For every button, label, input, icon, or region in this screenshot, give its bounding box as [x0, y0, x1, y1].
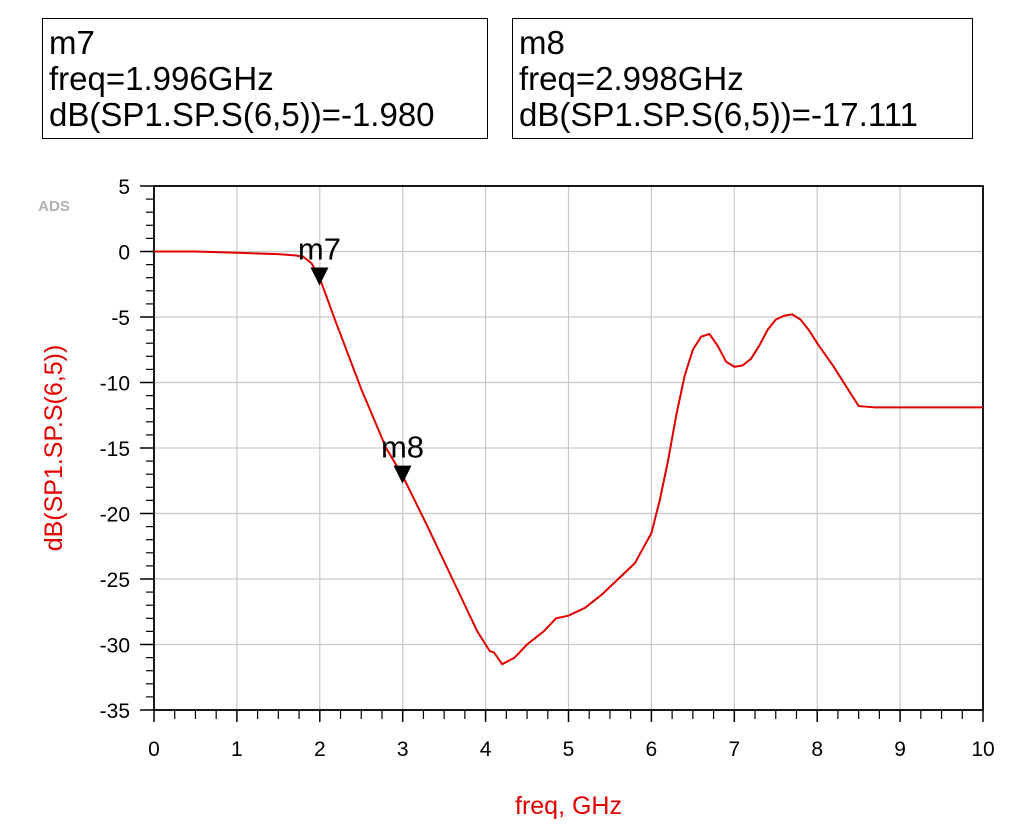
x-tick-label: 4 [480, 738, 492, 761]
marker-value: dB(SP1.SP.S(6,5))=-1.980 [49, 96, 435, 133]
marker-value: dB(SP1.SP.S(6,5))=-17.111 [519, 96, 918, 133]
marker-name: m8 [519, 24, 565, 61]
x-tick-label: 7 [728, 738, 740, 761]
y-axis-label: dB(SP1.SP.S(6,5)) [40, 345, 68, 552]
y-tick-label: 5 [118, 176, 130, 199]
x-tick-label: 3 [397, 738, 409, 761]
marker-triangle-icon [310, 267, 329, 286]
x-axis-label: freq, GHz [515, 792, 622, 820]
marker-label: m8 [381, 430, 424, 465]
y-tick-label: -35 [100, 700, 130, 723]
y-tick-label: -10 [100, 373, 130, 396]
y-tick-label: -30 [100, 635, 130, 658]
ads-watermark: ADS [38, 198, 70, 215]
marker-box-m7: m7 freq=1.996GHz dB(SP1.SP.S(6,5))=-1.98… [42, 18, 488, 139]
y-tick-label: -15 [100, 438, 130, 461]
x-tick-label: 2 [314, 738, 326, 761]
marker-freq: freq=1.996GHz [49, 60, 274, 97]
y-tick-label: -25 [100, 569, 130, 592]
y-tick-label: -20 [100, 504, 130, 527]
y-tick-label: 0 [118, 242, 130, 265]
marker-freq: freq=2.998GHz [519, 60, 744, 97]
x-tick-label: 1 [231, 738, 243, 761]
marker-name: m7 [49, 24, 95, 61]
marker-box-m8: m8 freq=2.998GHz dB(SP1.SP.S(6,5))=-17.1… [512, 18, 973, 139]
x-tick-label: 5 [563, 738, 575, 761]
x-tick-label: 10 [971, 738, 994, 761]
marker-label: m7 [298, 231, 341, 266]
marker-triangle-icon [393, 465, 412, 484]
x-tick-label: 6 [646, 738, 658, 761]
y-tick-label: -5 [111, 307, 130, 330]
x-tick-label: 0 [148, 738, 160, 761]
x-tick-label: 8 [811, 738, 823, 761]
series-line [154, 250, 983, 666]
x-tick-label: 9 [894, 738, 906, 761]
